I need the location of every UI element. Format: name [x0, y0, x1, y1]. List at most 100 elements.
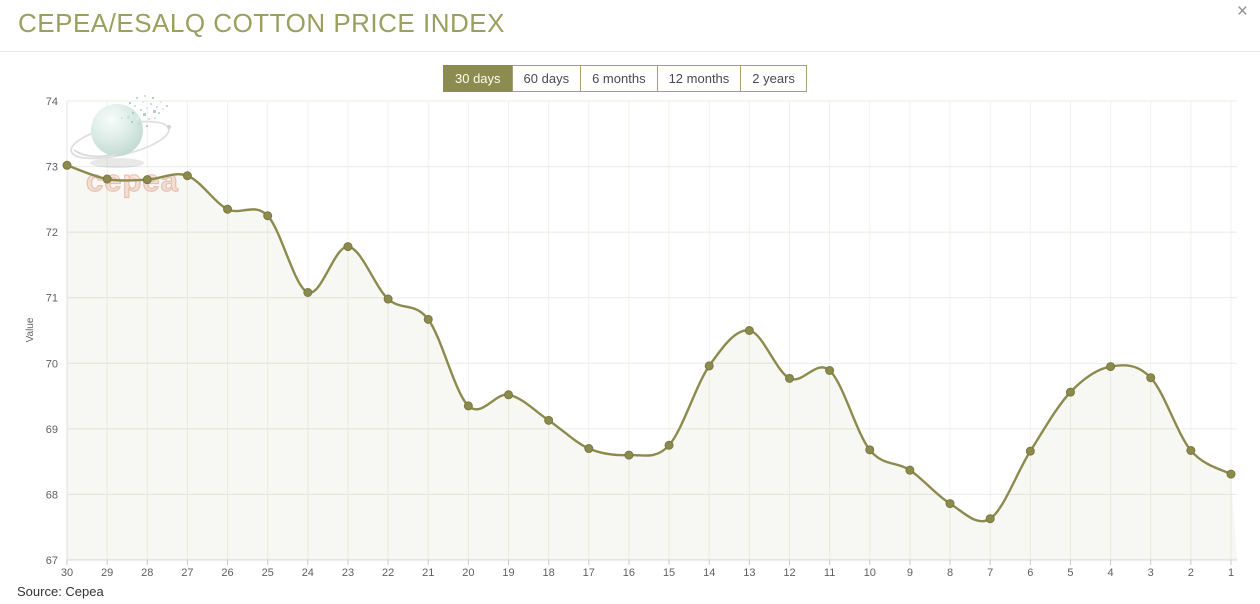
- y-tick-label: 67: [46, 555, 58, 567]
- globe-dust: [142, 101, 144, 103]
- globe-dust: [150, 103, 152, 105]
- x-tick-label: 29: [101, 567, 113, 579]
- data-point-marker[interactable]: [664, 440, 674, 450]
- x-tick-label: 3: [1148, 567, 1154, 579]
- globe-dust: [134, 105, 136, 107]
- range-tab-30-days[interactable]: 30 days: [443, 65, 513, 92]
- x-tick-label: 21: [422, 567, 434, 579]
- y-tick-label: 72: [46, 227, 58, 239]
- y-tick-label: 70: [46, 358, 58, 370]
- y-tick-label: 68: [46, 489, 58, 501]
- globe-dust: [156, 106, 158, 108]
- range-tab-6-months[interactable]: 6 months: [580, 65, 658, 92]
- x-tick-label: 14: [703, 567, 715, 579]
- data-point-marker[interactable]: [142, 175, 152, 185]
- data-point-marker[interactable]: [102, 174, 112, 184]
- x-tick-label: 27: [181, 567, 193, 579]
- data-point-marker[interactable]: [62, 160, 72, 170]
- globe-dust: [146, 107, 148, 109]
- data-point-marker[interactable]: [1226, 469, 1236, 479]
- close-icon[interactable]: ×: [1236, 1, 1248, 22]
- data-point-marker[interactable]: [544, 415, 554, 425]
- x-tick-label: 30: [61, 567, 73, 579]
- data-point-marker[interactable]: [463, 401, 473, 411]
- y-axis-title: Value: [25, 317, 36, 342]
- data-point-marker[interactable]: [263, 211, 273, 221]
- globe-dust: [131, 121, 133, 123]
- range-tab-60-days[interactable]: 60 days: [511, 65, 582, 92]
- x-tick-label: 13: [743, 567, 755, 579]
- data-point-marker[interactable]: [1065, 387, 1075, 397]
- time-range-tabs: 30 days 60 days 6 months 12 months 2 years: [443, 65, 807, 92]
- data-point-marker[interactable]: [1106, 362, 1116, 372]
- x-tick-label: 28: [141, 567, 153, 579]
- swoosh-dot: [167, 125, 171, 129]
- globe-dust: [158, 112, 160, 114]
- data-point-marker[interactable]: [504, 390, 514, 400]
- x-tick-label: 7: [987, 567, 993, 579]
- data-point-marker[interactable]: [423, 314, 433, 324]
- x-tick-label: 17: [583, 567, 595, 579]
- x-tick-label: 10: [864, 567, 876, 579]
- globe-dust: [132, 112, 134, 114]
- data-point-marker[interactable]: [383, 294, 393, 304]
- data-point-marker[interactable]: [343, 242, 353, 252]
- globe-dust: [121, 117, 123, 119]
- data-point-marker[interactable]: [825, 365, 835, 375]
- source-note: Source: Cepea: [17, 584, 104, 599]
- globe-dust: [129, 102, 131, 104]
- globe-dust: [127, 116, 130, 119]
- data-point-marker[interactable]: [624, 450, 634, 460]
- range-tab-12-months[interactable]: 12 months: [656, 65, 742, 92]
- y-tick-label: 69: [46, 424, 58, 436]
- x-tick-label: 18: [543, 567, 555, 579]
- data-point-marker[interactable]: [303, 287, 313, 297]
- y-tick-label: 74: [46, 96, 58, 108]
- area-fill: [67, 165, 1237, 560]
- data-point-marker[interactable]: [865, 445, 875, 455]
- x-tick-label: 1: [1228, 567, 1234, 579]
- x-tick-label: 12: [783, 567, 795, 579]
- globe-icon: [91, 104, 143, 156]
- x-tick-label: 26: [221, 567, 233, 579]
- page-title: CEPEA/ESALQ COTTON PRICE INDEX: [18, 8, 505, 38]
- data-point-marker[interactable]: [182, 171, 192, 181]
- globe-dust: [166, 105, 168, 107]
- globe-dust: [148, 118, 150, 120]
- data-point-marker[interactable]: [1146, 373, 1156, 383]
- globe-dust: [138, 123, 140, 125]
- data-point-marker[interactable]: [985, 514, 995, 524]
- data-point-marker[interactable]: [945, 499, 955, 509]
- globe-dust: [153, 110, 156, 113]
- data-point-marker[interactable]: [744, 326, 754, 335]
- x-tick-label: 23: [342, 567, 354, 579]
- x-tick-label: 19: [502, 567, 514, 579]
- data-point-marker[interactable]: [905, 465, 915, 475]
- globe-dust: [152, 97, 154, 99]
- x-tick-label: 16: [623, 567, 635, 579]
- data-point-marker[interactable]: [584, 444, 594, 454]
- globe-dust: [143, 113, 146, 116]
- x-tick-label: 8: [947, 567, 953, 579]
- data-point-marker[interactable]: [784, 373, 794, 383]
- data-point-marker[interactable]: [1025, 446, 1035, 456]
- x-tick-label: 6: [1027, 567, 1033, 579]
- globe-dust: [136, 97, 138, 99]
- x-tick-label: 22: [382, 567, 394, 579]
- globe-dust: [146, 125, 148, 127]
- globe-dust: [144, 95, 146, 97]
- range-tab-2-years[interactable]: 2 years: [740, 65, 807, 92]
- x-tick-label: 15: [663, 567, 675, 579]
- x-tick-label: 5: [1067, 567, 1073, 579]
- globe-dust: [162, 108, 164, 110]
- data-point-marker[interactable]: [704, 361, 714, 371]
- swoosh-front-arc: [73, 149, 119, 158]
- globe-dust: [140, 109, 142, 111]
- data-point-marker[interactable]: [1186, 445, 1196, 455]
- data-point-marker[interactable]: [223, 204, 233, 214]
- globe-dust: [154, 117, 156, 119]
- globe-dust: [136, 117, 139, 120]
- x-tick-label: 9: [907, 567, 913, 579]
